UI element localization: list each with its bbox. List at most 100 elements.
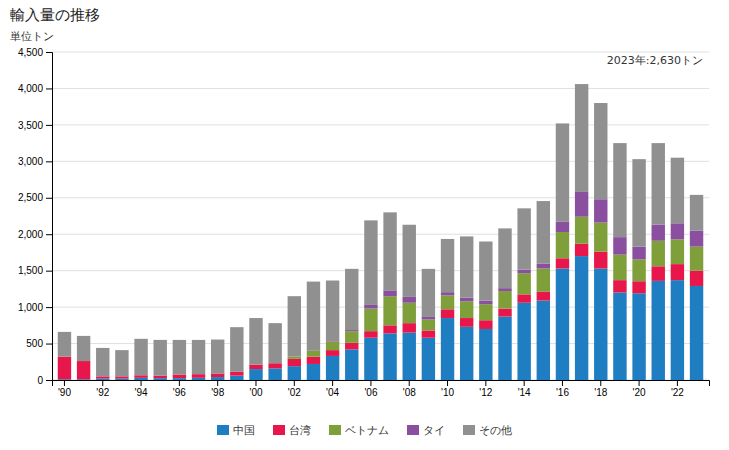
y-tick: 2,500 xyxy=(18,192,52,203)
y-tick-mark xyxy=(46,161,52,162)
x-tick: '20 xyxy=(633,380,646,398)
bar xyxy=(479,242,492,301)
bar xyxy=(154,378,167,380)
bar xyxy=(96,379,109,380)
bar xyxy=(671,264,684,280)
bar xyxy=(383,290,396,296)
y-tick-mark xyxy=(46,125,52,126)
bar xyxy=(479,304,492,320)
bar xyxy=(537,268,550,291)
bar xyxy=(249,369,262,380)
bar xyxy=(422,320,435,331)
bar xyxy=(230,376,243,380)
bar xyxy=(383,325,396,333)
grid xyxy=(52,52,709,380)
bar xyxy=(326,350,339,356)
title: 輸入量の推移 xyxy=(10,6,100,24)
bar xyxy=(134,375,147,378)
legend-label: 台湾 xyxy=(289,424,311,437)
series xyxy=(58,84,704,376)
x-tick-mark xyxy=(370,380,371,386)
legend-label: その他 xyxy=(479,424,512,437)
bar xyxy=(403,333,416,380)
x-tick-mark xyxy=(600,380,601,386)
bar xyxy=(249,318,262,365)
bar xyxy=(537,264,550,269)
bar xyxy=(403,323,416,332)
bar xyxy=(594,268,607,380)
bar xyxy=(77,361,90,379)
bar xyxy=(364,309,377,332)
bar xyxy=(230,327,243,371)
legend-item: その他 xyxy=(463,424,512,437)
x-tick: '08 xyxy=(403,380,416,398)
x-tick: '06 xyxy=(364,380,377,398)
bar xyxy=(403,225,416,297)
bar xyxy=(498,291,511,308)
x-tick-mark xyxy=(255,380,256,386)
grid-line xyxy=(52,52,709,53)
x-tick-label: '22 xyxy=(671,387,684,398)
bar xyxy=(517,273,530,294)
x-tick-mark xyxy=(179,380,180,386)
bar xyxy=(632,293,645,380)
bar xyxy=(575,192,588,217)
y-tick-mark xyxy=(46,380,52,381)
bar xyxy=(345,343,358,350)
bar xyxy=(268,363,281,368)
x-tick-mark xyxy=(485,380,486,386)
legend-swatch xyxy=(463,425,475,435)
x-tick-label: '04 xyxy=(326,387,339,398)
bar xyxy=(345,330,358,331)
bar xyxy=(671,158,684,224)
bar xyxy=(690,247,703,271)
bar xyxy=(345,349,358,380)
grid-line xyxy=(52,307,709,308)
bar xyxy=(575,217,588,244)
x-tick-mark xyxy=(64,380,65,386)
legend-swatch xyxy=(217,425,229,435)
bar xyxy=(364,331,377,338)
y-tick: 4,000 xyxy=(18,83,52,94)
bar xyxy=(632,159,645,246)
y-tick-label: 500 xyxy=(26,338,43,349)
bar xyxy=(422,269,435,317)
bar xyxy=(288,359,301,366)
bar xyxy=(613,280,626,292)
x-tick-mark xyxy=(447,380,448,386)
bar xyxy=(441,318,454,380)
bar xyxy=(441,295,454,309)
x-tick: '02 xyxy=(288,380,301,398)
bar xyxy=(211,373,224,377)
bar xyxy=(517,270,530,274)
bar xyxy=(613,143,626,237)
x-tick-mark xyxy=(217,380,218,386)
bar xyxy=(613,293,626,380)
bar xyxy=(58,332,71,357)
y-axis-line xyxy=(46,53,53,381)
y-tick-label: 3,500 xyxy=(18,120,43,131)
legend-label: タイ xyxy=(423,424,445,437)
legend-swatch xyxy=(329,425,341,435)
x-tick: '96 xyxy=(173,380,186,398)
x-tick: '98 xyxy=(211,380,224,398)
y-tick-label: 4,500 xyxy=(18,47,43,58)
bar xyxy=(307,282,320,351)
y-tick-mark xyxy=(46,344,52,345)
bar xyxy=(517,294,530,302)
bar xyxy=(671,239,684,264)
y-tick: 0 xyxy=(37,375,52,386)
y-tick: 2,000 xyxy=(18,229,52,240)
bar xyxy=(632,247,645,260)
bar xyxy=(594,223,607,252)
bars xyxy=(58,84,704,380)
x-tick-label: '98 xyxy=(211,387,224,398)
bar xyxy=(134,378,147,380)
bar xyxy=(594,252,607,269)
bar xyxy=(192,378,205,380)
x-tick: '10 xyxy=(441,380,454,398)
bar xyxy=(613,237,626,254)
bar xyxy=(383,333,396,380)
x-tick-label: '06 xyxy=(364,387,377,398)
y-axis: 05001,0001,5002,0002,5003,0003,5004,0004… xyxy=(18,47,53,386)
